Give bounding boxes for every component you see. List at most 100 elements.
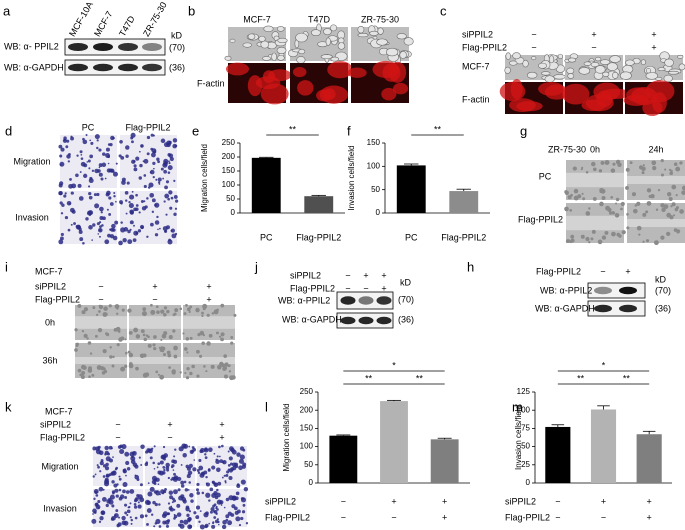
cell [139,514,144,519]
cell [115,509,119,513]
cell [146,508,152,514]
y-tick-label: 100 [517,405,531,414]
cell [111,480,115,484]
cell [105,147,110,152]
label: − [591,42,596,52]
cell [120,336,125,341]
cell [208,447,213,453]
cell [150,303,153,307]
cell [108,196,112,200]
cell [134,516,138,520]
significance-label: ** [623,373,631,383]
label: Flag-PPIL2 [265,512,310,522]
cell [604,160,610,166]
cell [111,504,115,508]
label: (70) [169,42,185,52]
cell [92,513,94,515]
cell [277,37,288,44]
cell [146,500,151,506]
cell [186,351,189,354]
cell [347,67,367,78]
cell [168,162,171,165]
cell [140,329,145,334]
cell [544,75,555,83]
cell [104,477,109,482]
cell [240,516,244,521]
cell [224,363,229,367]
cell [172,469,175,471]
cell [617,162,622,168]
cell [172,138,178,143]
band [619,304,637,313]
cell [173,179,176,182]
cell [201,314,204,318]
panel-letter: g [520,123,527,138]
cell [221,363,225,368]
cell [569,240,573,244]
cell [81,310,86,315]
label: Flag-PPIL2 [536,266,581,276]
wound-gap [566,172,624,188]
cell [120,366,126,372]
cell [110,517,115,521]
label: − [600,266,605,276]
cell [668,196,673,201]
cell [403,37,414,46]
cell [196,468,200,472]
cell [79,150,83,154]
cell [105,332,108,336]
label: + [651,29,656,39]
cell [214,495,219,500]
cell [645,80,675,103]
cell [149,486,155,492]
bar [380,401,408,483]
cell [151,148,157,154]
cell [653,240,659,246]
x-tick-label: PC [405,232,418,242]
cell [179,307,183,311]
cell [100,510,106,516]
label: (70) [398,294,414,304]
cell [157,177,162,182]
panel-letter: m [512,399,523,414]
cell [167,239,173,245]
cell [236,452,241,457]
cell [111,364,115,368]
cell [620,201,625,207]
cell [605,205,611,211]
cell [663,74,673,83]
cell [130,522,133,525]
label: kD [655,274,667,284]
cell [225,497,230,502]
band [594,286,612,295]
cell [165,524,170,528]
wound-gap [75,316,127,329]
cell [189,493,194,498]
cell [220,303,225,308]
cell [564,206,569,212]
cell [632,208,638,214]
label: MCF-7 [35,266,63,276]
label: + [152,281,157,291]
cell [143,337,147,342]
cell [151,447,154,450]
label: + [601,496,606,506]
cell [98,172,103,177]
cell [92,306,96,310]
cell [162,445,166,449]
cell [127,239,133,245]
cell [140,200,144,203]
cell [157,470,162,475]
cell [227,520,233,526]
y-tick-label: 150 [300,424,314,433]
cell [153,335,157,339]
label: 0h [590,144,600,154]
cell [121,443,127,450]
cell [88,210,94,216]
cell [157,373,160,376]
cell [247,33,256,40]
cell [213,510,216,513]
cell [204,524,208,529]
cell [142,307,147,312]
cell [160,338,163,342]
